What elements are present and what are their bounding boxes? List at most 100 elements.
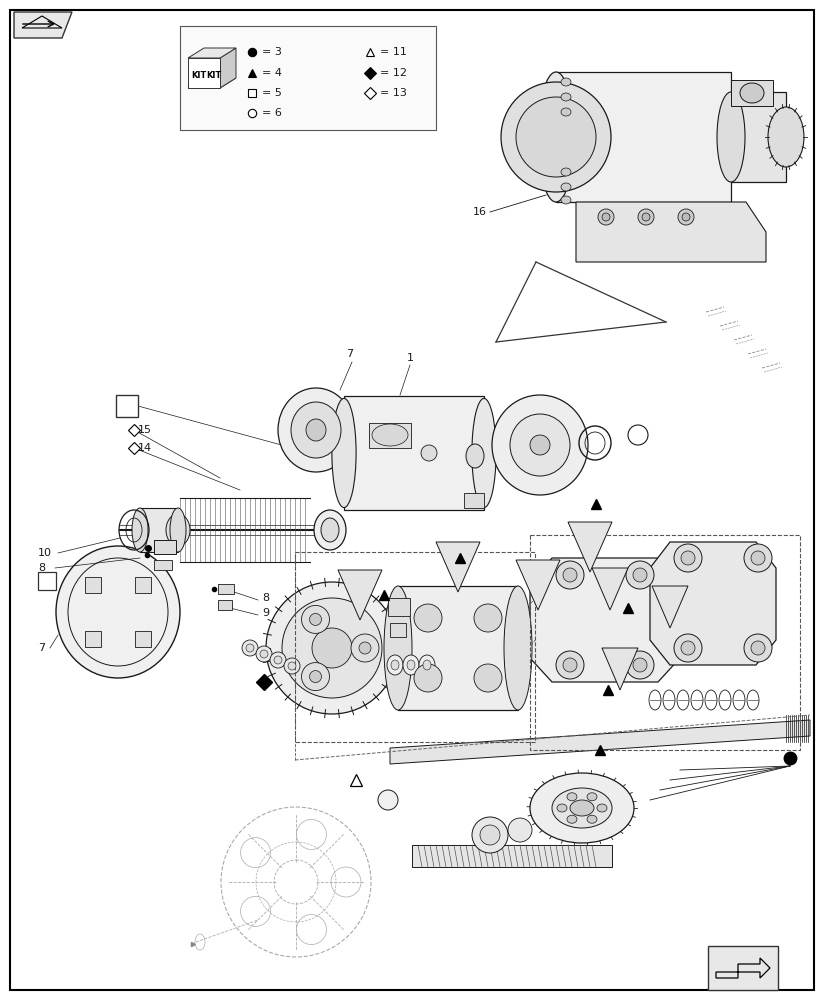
Text: 15: 15 — [138, 425, 152, 435]
Ellipse shape — [530, 773, 634, 843]
Ellipse shape — [472, 398, 496, 508]
Ellipse shape — [170, 508, 186, 552]
Ellipse shape — [282, 598, 382, 698]
Polygon shape — [650, 542, 776, 665]
Ellipse shape — [501, 82, 611, 192]
Text: 9: 9 — [262, 608, 269, 618]
Ellipse shape — [556, 561, 584, 589]
Ellipse shape — [563, 658, 577, 672]
Ellipse shape — [751, 641, 765, 655]
Bar — [316, 416, 328, 444]
Ellipse shape — [678, 209, 694, 225]
Polygon shape — [220, 48, 236, 88]
Ellipse shape — [302, 663, 330, 691]
Ellipse shape — [310, 671, 321, 683]
Bar — [390, 623, 406, 637]
Text: = 11: = 11 — [380, 47, 407, 57]
Ellipse shape — [421, 445, 437, 461]
Ellipse shape — [278, 388, 354, 472]
Bar — [398, 586, 518, 710]
Text: KIT: KIT — [206, 72, 222, 81]
Ellipse shape — [246, 644, 254, 652]
Ellipse shape — [391, 660, 399, 670]
Ellipse shape — [314, 510, 346, 550]
Ellipse shape — [561, 108, 571, 116]
Ellipse shape — [556, 651, 584, 679]
Ellipse shape — [480, 825, 500, 845]
Ellipse shape — [414, 664, 442, 692]
Polygon shape — [14, 12, 72, 38]
Ellipse shape — [557, 804, 567, 812]
Ellipse shape — [242, 640, 258, 656]
Bar — [154, 560, 172, 570]
Ellipse shape — [274, 656, 282, 664]
Ellipse shape — [626, 651, 654, 679]
Ellipse shape — [266, 582, 398, 714]
Ellipse shape — [291, 402, 341, 458]
Ellipse shape — [474, 664, 502, 692]
Ellipse shape — [306, 419, 326, 441]
Polygon shape — [530, 558, 680, 682]
Bar — [530, 535, 800, 750]
Ellipse shape — [717, 92, 745, 182]
Ellipse shape — [270, 652, 286, 668]
Polygon shape — [188, 58, 220, 88]
Ellipse shape — [744, 634, 772, 662]
Ellipse shape — [312, 628, 352, 668]
Polygon shape — [516, 560, 560, 610]
Bar — [85, 577, 101, 593]
Ellipse shape — [597, 804, 607, 812]
Ellipse shape — [516, 97, 596, 177]
Ellipse shape — [310, 613, 321, 625]
Ellipse shape — [384, 586, 412, 710]
Ellipse shape — [414, 604, 442, 632]
Ellipse shape — [419, 655, 435, 675]
Ellipse shape — [508, 818, 532, 842]
Bar — [38, 572, 56, 590]
Ellipse shape — [602, 213, 610, 221]
Polygon shape — [338, 570, 382, 620]
Ellipse shape — [302, 605, 330, 633]
Ellipse shape — [681, 551, 695, 565]
Text: KIT: KIT — [191, 72, 206, 81]
Ellipse shape — [260, 650, 268, 658]
Ellipse shape — [561, 183, 571, 191]
Polygon shape — [652, 586, 688, 628]
Bar — [295, 552, 535, 742]
Polygon shape — [592, 568, 628, 610]
Ellipse shape — [598, 209, 614, 225]
Text: 8: 8 — [262, 593, 269, 603]
Bar — [180, 26, 436, 130]
Ellipse shape — [387, 655, 403, 675]
Bar — [140, 508, 178, 552]
Polygon shape — [188, 78, 236, 88]
Bar — [369, 423, 411, 448]
Bar — [708, 946, 778, 990]
Ellipse shape — [638, 209, 654, 225]
Ellipse shape — [359, 642, 371, 654]
Text: = 3: = 3 — [262, 47, 282, 57]
Ellipse shape — [474, 604, 502, 632]
Text: 7: 7 — [346, 349, 353, 359]
Text: = 5: = 5 — [262, 88, 282, 98]
Ellipse shape — [751, 551, 765, 565]
Ellipse shape — [744, 544, 772, 572]
Ellipse shape — [567, 793, 577, 801]
Ellipse shape — [682, 213, 690, 221]
Bar — [412, 845, 612, 867]
Ellipse shape — [567, 815, 577, 823]
Ellipse shape — [332, 398, 356, 508]
Ellipse shape — [530, 435, 550, 455]
Text: = 4: = 4 — [262, 68, 282, 78]
Bar — [731, 92, 786, 182]
Text: 16: 16 — [473, 207, 487, 217]
Polygon shape — [390, 720, 810, 764]
Text: = 12: = 12 — [380, 68, 407, 78]
Ellipse shape — [561, 168, 571, 176]
Ellipse shape — [768, 107, 804, 167]
Ellipse shape — [633, 568, 647, 582]
Ellipse shape — [561, 78, 571, 86]
Polygon shape — [568, 522, 612, 572]
Ellipse shape — [288, 662, 296, 670]
Ellipse shape — [740, 83, 764, 103]
